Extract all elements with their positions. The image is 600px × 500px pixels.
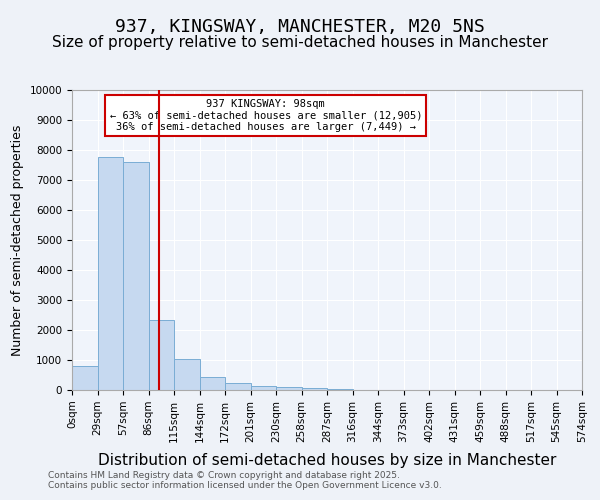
Y-axis label: Number of semi-detached properties: Number of semi-detached properties	[11, 124, 24, 356]
Bar	[149, 320, 174, 390]
Text: Contains HM Land Registry data © Crown copyright and database right 2025.
Contai: Contains HM Land Registry data © Crown c…	[48, 470, 442, 490]
Text: 937, KINGSWAY, MANCHESTER, M20 5NS: 937, KINGSWAY, MANCHESTER, M20 5NS	[115, 18, 485, 36]
Bar	[327, 389, 353, 390]
Bar	[251, 386, 276, 390]
Text: 937 KINGSWAY: 98sqm
← 63% of semi-detached houses are smaller (12,905)
36% of se: 937 KINGSWAY: 98sqm ← 63% of semi-detach…	[110, 99, 422, 132]
Bar	[123, 162, 149, 390]
Bar	[72, 366, 97, 390]
Bar	[276, 388, 302, 390]
Bar	[302, 388, 327, 390]
Bar	[199, 377, 225, 390]
X-axis label: Distribution of semi-detached houses by size in Manchester: Distribution of semi-detached houses by …	[98, 453, 556, 468]
Bar	[225, 382, 251, 390]
Text: Size of property relative to semi-detached houses in Manchester: Size of property relative to semi-detach…	[52, 35, 548, 50]
Bar	[97, 158, 123, 390]
Bar	[174, 360, 199, 390]
